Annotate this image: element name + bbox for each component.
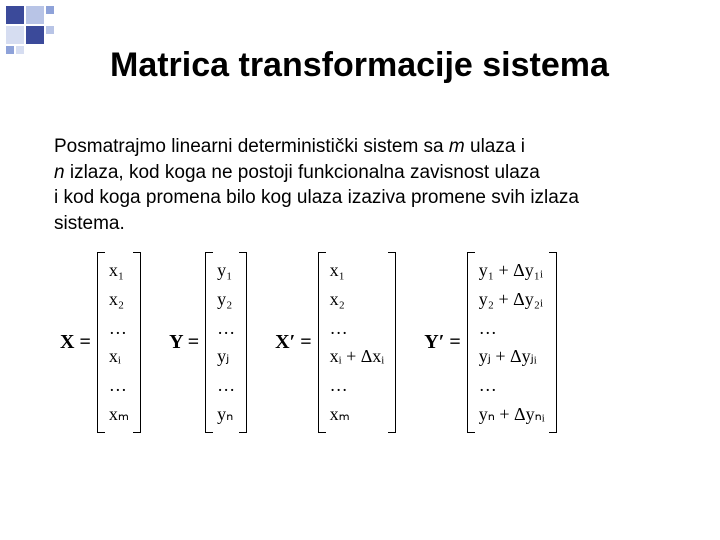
matrix-Y: Y = y₁ y₂ … yⱼ … yₙ — [169, 252, 247, 433]
matrices-row: X = x₁ x₂ … xᵢ … xₘ Y = y₁ — [60, 252, 680, 433]
slide-title: Matrica transformacije sistema — [110, 46, 609, 85]
deco-square — [46, 6, 54, 14]
matrix-Y-bracket: y₁ y₂ … yⱼ … yₙ — [205, 252, 247, 433]
matrix-X-lhs: X = — [60, 331, 91, 354]
left-bracket — [318, 252, 326, 433]
matrix-Xp: X′ = x₁ x₂ … xᵢ + Δxᵢ … xₘ — [275, 252, 396, 433]
right-bracket — [549, 252, 557, 433]
body-m: m — [449, 136, 465, 157]
body-line1a: Posmatrajmo linearni deterministički sis… — [54, 136, 449, 157]
matrix-Y-col: y₁ y₂ … yⱼ … yₙ — [213, 252, 239, 433]
matrix-row: … — [330, 371, 385, 400]
corner-decoration — [6, 6, 126, 66]
deco-square — [46, 26, 54, 34]
deco-square — [6, 26, 24, 44]
right-bracket — [239, 252, 247, 433]
deco-square — [6, 46, 14, 54]
matrix-row: xᵢ + Δxᵢ — [330, 342, 385, 371]
matrix-row: y₂ — [217, 285, 235, 314]
body-line2b: izlaza, kod koga ne postoji funkcionalna… — [65, 162, 540, 183]
matrix-X-col: x₁ x₂ … xᵢ … xₘ — [105, 252, 133, 433]
matrix-row: … — [109, 371, 129, 400]
matrix-row: y₁ — [217, 256, 235, 285]
matrix-row: yₙ — [217, 400, 235, 429]
left-bracket — [97, 252, 105, 433]
body-line4: sistema. — [54, 213, 125, 234]
matrix-row: x₂ — [109, 285, 129, 314]
deco-square — [26, 26, 44, 44]
matrix-row: x₁ — [330, 256, 385, 285]
matrix-row: y₁ + Δy₁ᵢ — [479, 256, 545, 285]
matrix-Yp-lhs: Y′ = — [424, 331, 460, 354]
body-text: Posmatrajmo linearni deterministički sis… — [54, 134, 674, 237]
deco-square — [26, 6, 44, 24]
matrix-row: yⱼ + Δyⱼᵢ — [479, 342, 545, 371]
matrix-row: xₘ — [330, 400, 385, 429]
matrix-row: … — [109, 314, 129, 343]
slide: Matrica transformacije sistema Posmatraj… — [0, 0, 720, 540]
matrix-X-bracket: x₁ x₂ … xᵢ … xₘ — [97, 252, 141, 433]
matrix-row: … — [330, 314, 385, 343]
matrix-Xp-bracket: x₁ x₂ … xᵢ + Δxᵢ … xₘ — [318, 252, 397, 433]
matrix-Yp: Y′ = y₁ + Δy₁ᵢ y₂ + Δy₂ᵢ … yⱼ + Δyⱼᵢ … y… — [424, 252, 556, 433]
matrix-row: … — [479, 371, 545, 400]
left-bracket — [467, 252, 475, 433]
matrix-X: X = x₁ x₂ … xᵢ … xₘ — [60, 252, 141, 433]
matrix-row: … — [479, 314, 545, 343]
deco-square — [6, 6, 24, 24]
right-bracket — [388, 252, 396, 433]
matrix-row: x₂ — [330, 285, 385, 314]
matrix-Yp-col: y₁ + Δy₁ᵢ y₂ + Δy₂ᵢ … yⱼ + Δyⱼᵢ … yₙ + Δ… — [475, 252, 549, 433]
body-line1b: ulaza i — [465, 136, 525, 157]
matrix-Xp-lhs: X′ = — [275, 331, 311, 354]
deco-square — [16, 46, 24, 54]
left-bracket — [205, 252, 213, 433]
matrix-Xp-col: x₁ x₂ … xᵢ + Δxᵢ … xₘ — [326, 252, 389, 433]
body-n: n — [54, 162, 65, 183]
matrix-row: x₁ — [109, 256, 129, 285]
matrix-row: yₙ + Δyₙᵢ — [479, 400, 545, 429]
matrix-row: xₘ — [109, 400, 129, 429]
matrix-row: y₂ + Δy₂ᵢ — [479, 285, 545, 314]
body-line3: i kod koga promena bilo kog ulaza izaziv… — [54, 187, 579, 208]
matrix-Y-lhs: Y = — [169, 331, 199, 354]
matrix-row: … — [217, 371, 235, 400]
matrix-Yp-bracket: y₁ + Δy₁ᵢ y₂ + Δy₂ᵢ … yⱼ + Δyⱼᵢ … yₙ + Δ… — [467, 252, 557, 433]
matrix-row: yⱼ — [217, 342, 235, 371]
right-bracket — [133, 252, 141, 433]
matrix-row: … — [217, 314, 235, 343]
matrix-row: xᵢ — [109, 342, 129, 371]
